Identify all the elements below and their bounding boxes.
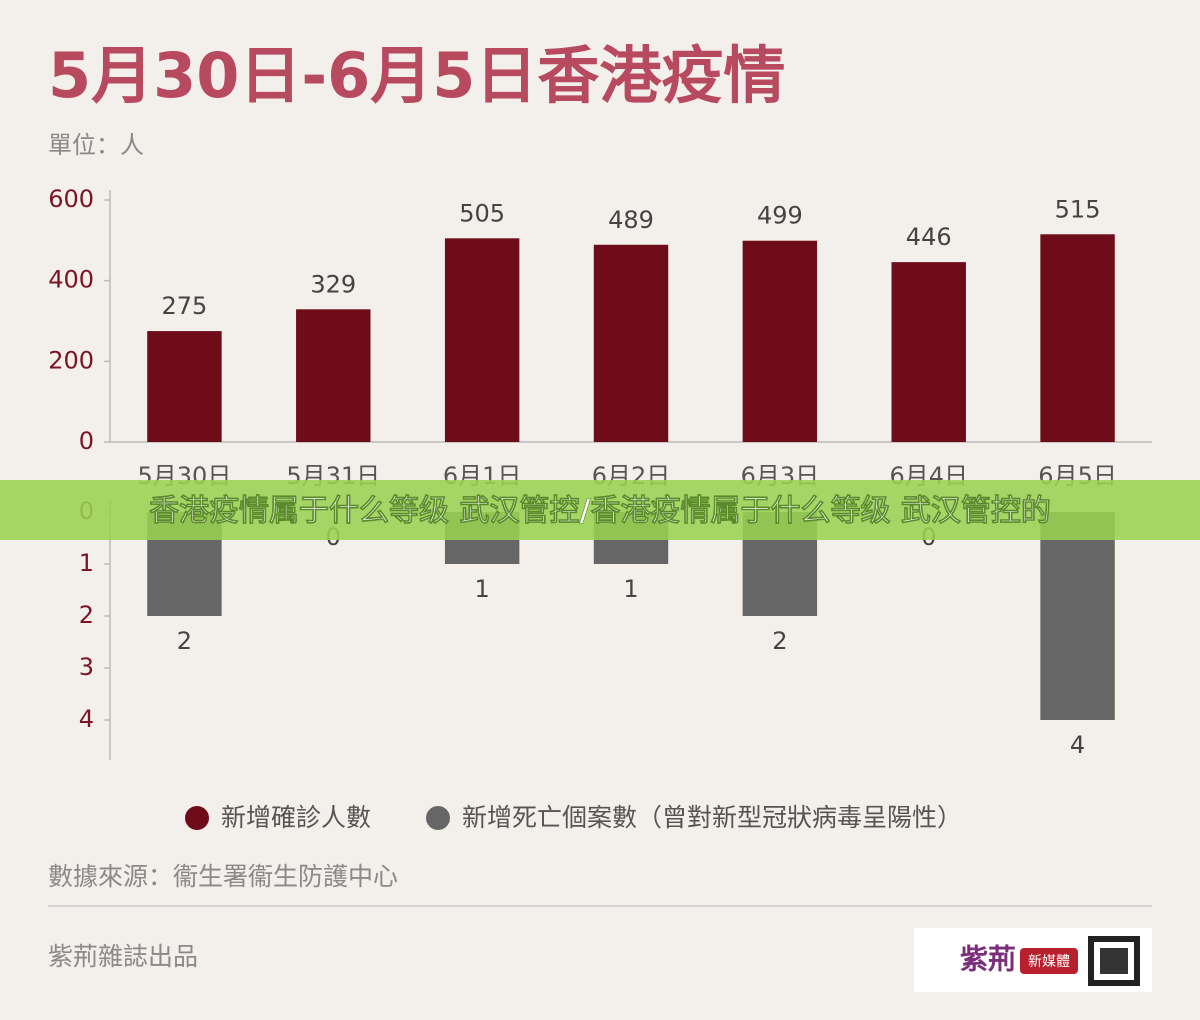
value-label: 1: [475, 575, 490, 603]
banner-text: 香港疫情属于什么等级 武汉管控/香港疫情属于什么等级 武汉管控的: [149, 494, 1051, 529]
value-label: 2: [177, 627, 192, 655]
source: 數據來源：衞生署衞生防護中心: [48, 862, 398, 891]
value-label: 329: [310, 270, 356, 298]
y-tick-label: 4: [79, 705, 94, 733]
value-label: 446: [906, 223, 952, 251]
legend: 新增確診人數 新增死亡個案數（曾對新型冠狀病毒呈陽性）: [185, 803, 962, 832]
footer: 紫荊雜誌出品: [48, 942, 198, 971]
qr-code-core: [1100, 948, 1128, 974]
y-tick-label: 1: [79, 549, 94, 577]
bar: [1040, 512, 1115, 720]
logo-badge: 新媒體: [1028, 954, 1070, 970]
y-tick-label: 0: [79, 427, 94, 455]
y-tick-label: 3: [79, 653, 94, 681]
logo-name: 紫荊: [960, 943, 1016, 976]
y-tick-label: 200: [48, 346, 94, 374]
y-tick-label: 2: [79, 601, 94, 629]
y-tick-label: 600: [48, 185, 94, 213]
value-label: 2: [772, 627, 787, 655]
legend-label: 新增死亡個案數（曾對新型冠狀病毒呈陽性）: [462, 803, 962, 832]
bar: [147, 331, 222, 442]
bar: [296, 309, 371, 442]
value-label: 489: [608, 206, 654, 234]
value-label: 505: [459, 199, 505, 227]
chart-title: 5月30日-6月5日香港疫情: [48, 39, 785, 112]
bar: [1040, 234, 1115, 442]
value-label: 4: [1070, 731, 1085, 759]
value-label: 275: [162, 292, 208, 320]
legend-label: 新增確診人數: [221, 803, 371, 832]
y-tick-label: 400: [48, 266, 94, 294]
chart-subtitle: 單位：人: [48, 131, 144, 159]
value-label: 499: [757, 202, 803, 230]
banner-band: [0, 480, 1200, 540]
legend-marker: [426, 806, 450, 830]
logo: 紫荊 新媒體: [914, 928, 1152, 992]
value-label: 1: [623, 575, 638, 603]
bar: [444, 238, 520, 442]
bar: [742, 240, 818, 442]
bar: [891, 262, 966, 442]
value-label: 515: [1055, 195, 1101, 223]
logo-badge-box: [1020, 948, 1078, 974]
bar: [593, 244, 669, 442]
legend-marker: [185, 806, 209, 830]
